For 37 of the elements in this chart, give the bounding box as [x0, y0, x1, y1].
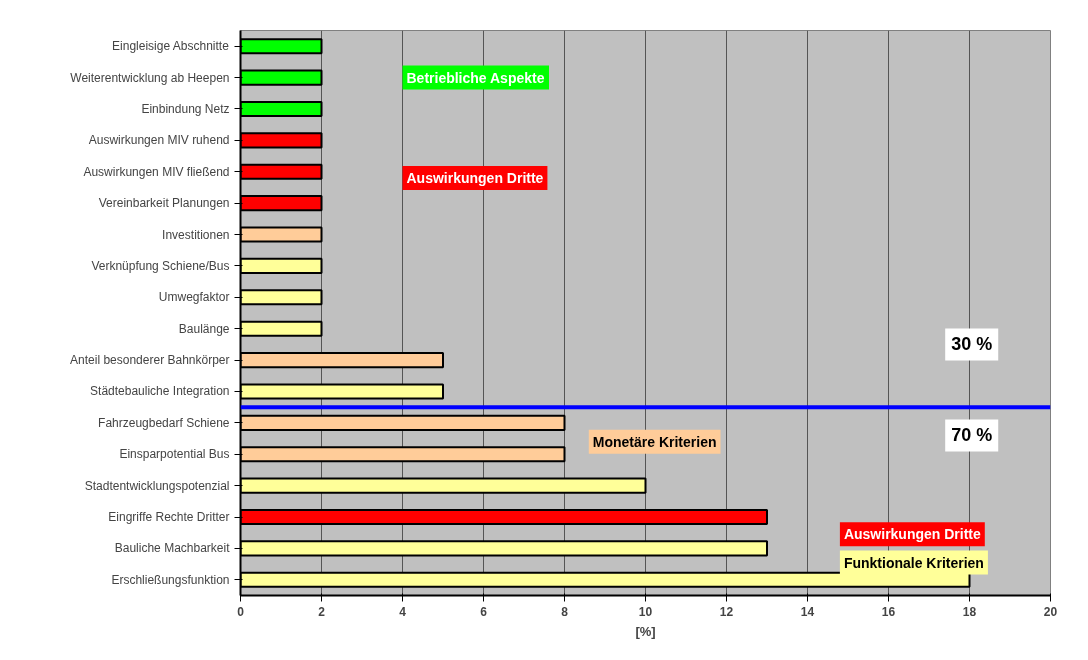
annotation: Betriebliche Aspekte — [406, 69, 545, 86]
x-tick-label: 10 — [638, 604, 653, 619]
annotation: 70 % — [951, 425, 993, 446]
y-tick-label: Anteil besonderer Bahnkörper — [70, 353, 230, 368]
y-tick-label: Baulänge — [178, 321, 230, 336]
annotation: Monetäre Kriterien — [592, 433, 717, 450]
y-tick-label: Fahrzeugbedarf Schiene — [98, 415, 230, 430]
y-tick-label: Eingriffe Rechte Dritter — [108, 510, 230, 525]
y-tick-label: Vereinbarkeit Planungen — [98, 196, 230, 211]
x-tick-label: 14 — [800, 604, 815, 619]
x-tick-label: 8 — [561, 604, 569, 619]
y-tick-label: Städtebauliche Integration — [90, 384, 230, 399]
y-tick-label: Einsparpotential Bus — [119, 447, 230, 462]
y-tick-label: Stadtentwicklungspotenzial — [84, 478, 230, 493]
y-tick-label: Einbindung Netz — [141, 101, 230, 116]
annotation: Funktionale Kriterien — [843, 554, 984, 571]
x-tick-label: 12 — [719, 604, 734, 619]
y-tick-label: Weiterentwicklung ab Heepen — [70, 70, 230, 85]
x-tick-label: 0 — [237, 604, 245, 619]
y-tick-label: Auswirkungen MIV fließend — [83, 164, 230, 179]
y-tick-label: Eingleisige Abschnitte — [112, 39, 230, 54]
y-tick-label: Erschließungsfunktion — [111, 572, 230, 587]
annotation: Auswirkungen Dritte — [843, 526, 982, 543]
x-tick-label: 20 — [1043, 604, 1058, 619]
x-tick-label: 18 — [962, 604, 977, 619]
y-tick-label: Umwegfaktor — [158, 290, 230, 305]
x-tick-label: 4 — [399, 604, 407, 619]
x-tick-label: 2 — [318, 604, 326, 619]
y-tick-label: Bauliche Machbarkeit — [114, 541, 231, 556]
y-tick-label: Verknüpfung Schiene/Bus — [91, 258, 230, 273]
annotation: 30 % — [951, 334, 993, 355]
x-tick-label: 16 — [881, 604, 896, 619]
y-tick-label: Investitionen — [162, 227, 230, 242]
y-tick-label: Auswirkungen MIV ruhend — [88, 133, 230, 148]
x-axis-title: [%] — [635, 623, 656, 639]
annotation: Auswirkungen Dritte — [406, 170, 544, 187]
x-tick-label: 6 — [480, 604, 488, 619]
